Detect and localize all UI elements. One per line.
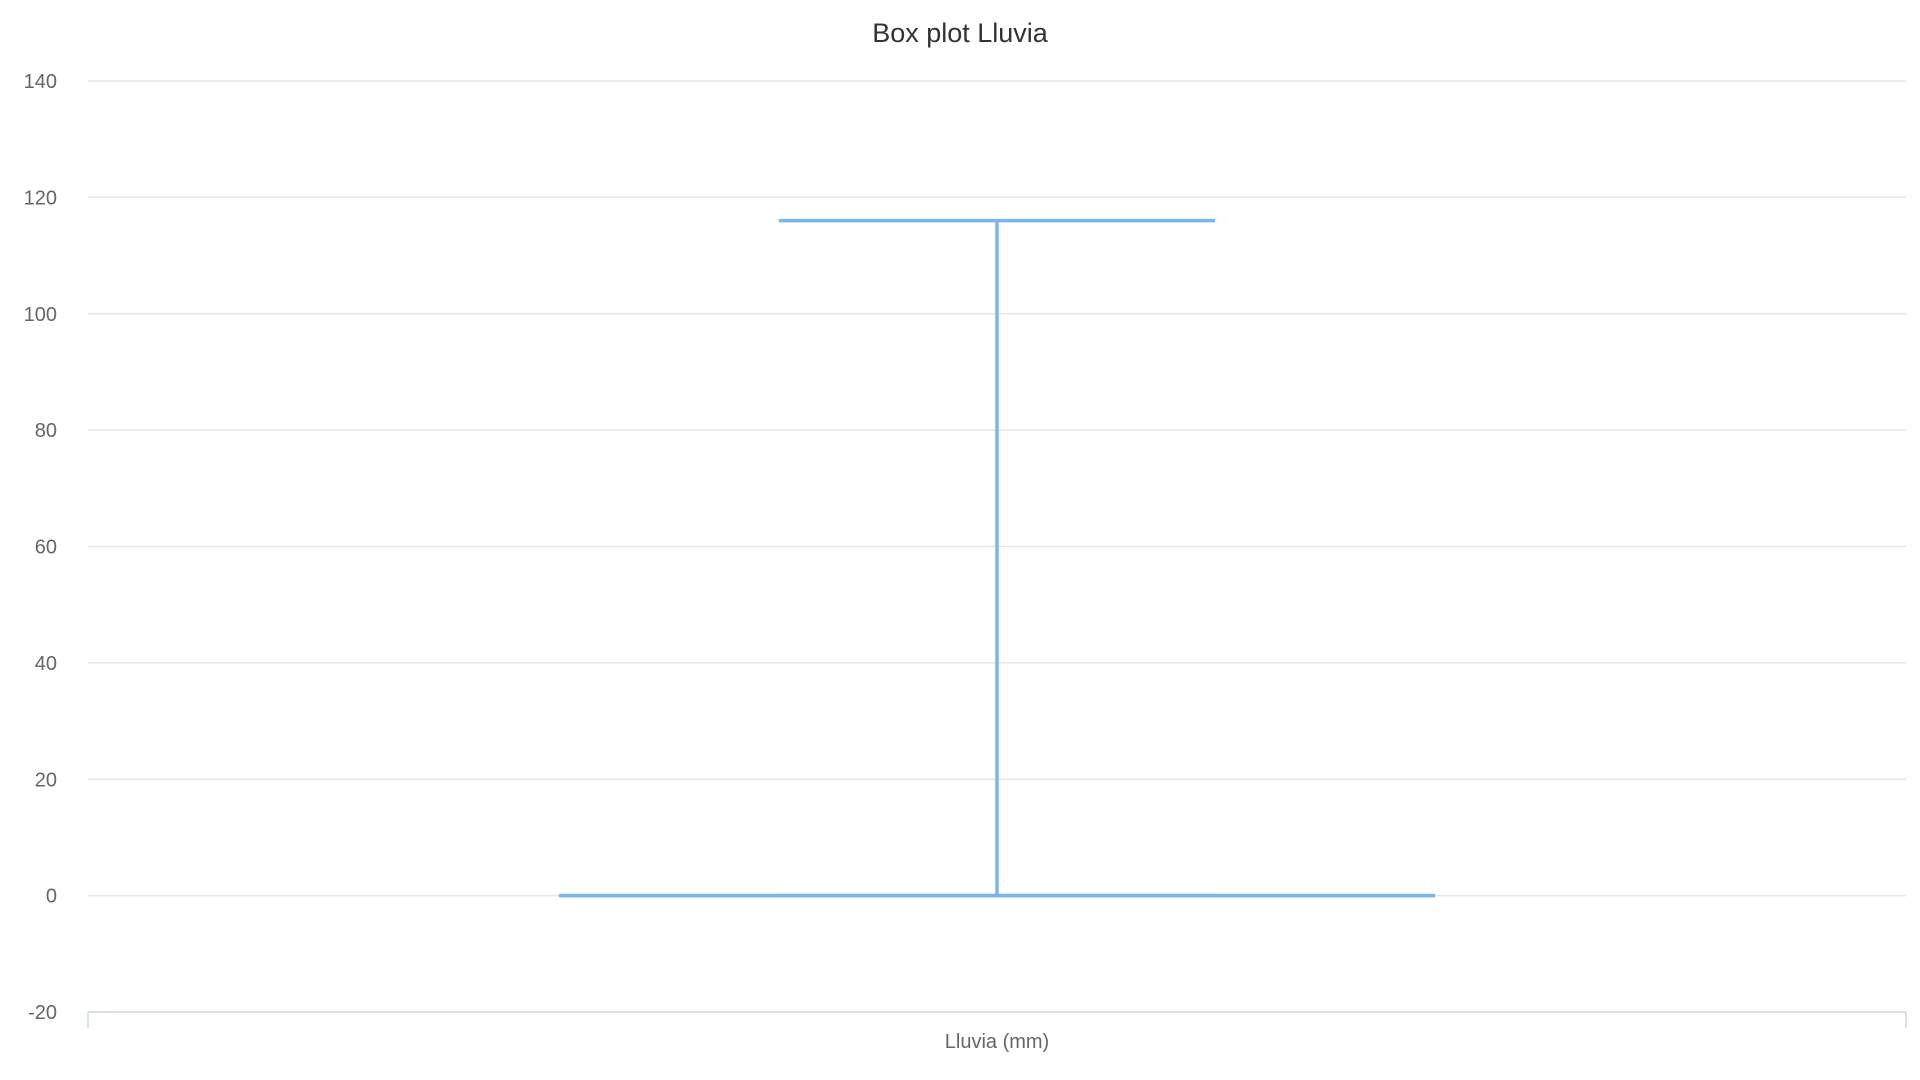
y-tick-label: 140 <box>24 71 57 93</box>
x-category-label: Lluvia (mm) <box>945 1031 1049 1053</box>
y-tick-label: 60 <box>35 537 57 559</box>
y-tick-label: 100 <box>24 304 57 326</box>
y-tick-label: 40 <box>35 653 57 675</box>
plot-area <box>561 221 1434 896</box>
x-axis: Lluvia (mm) <box>88 1012 1906 1053</box>
y-tick-label: 120 <box>24 187 57 209</box>
box-plot-point <box>561 221 1434 896</box>
y-tick-label: 20 <box>35 769 57 791</box>
y-tick-label: 0 <box>46 886 57 908</box>
y-axis-tick-labels: -20 0 20 40 60 80 100 120 140 <box>24 71 57 1024</box>
y-tick-label: -20 <box>28 1002 57 1024</box>
chart-title: Box plot Lluvia <box>872 18 1049 48</box>
y-tick-label: 80 <box>35 420 57 442</box>
